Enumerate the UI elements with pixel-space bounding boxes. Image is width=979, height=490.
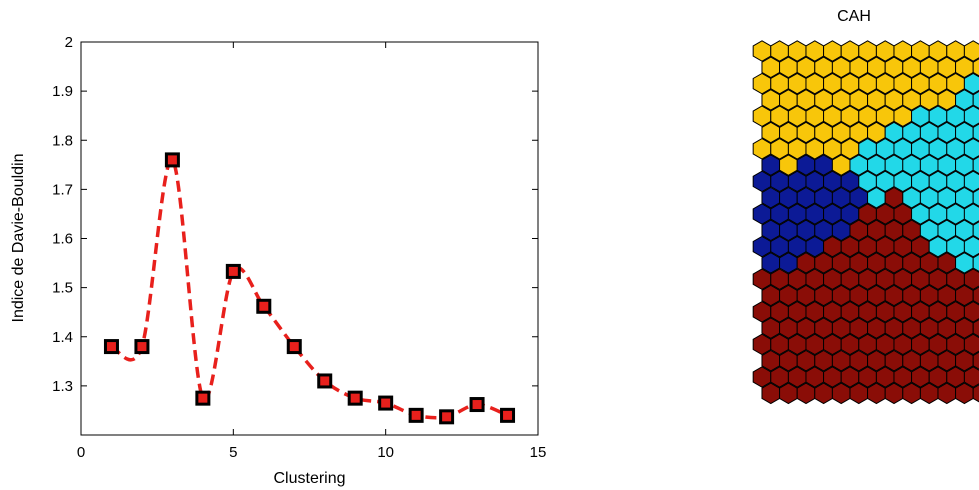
hex-cell-r6-c12 <box>963 138 979 160</box>
data-point-3 <box>164 152 180 168</box>
data-point-1 <box>103 339 119 355</box>
data-point-13 <box>469 397 485 413</box>
hex-cell-r8-c12 <box>963 170 979 193</box>
hex-cell-r18-c12 <box>963 333 979 356</box>
data-point-7 <box>286 339 302 355</box>
y-axis-title: Indice de Davie-Bouldin <box>10 154 27 323</box>
hex-cell-r20-c12 <box>963 366 979 388</box>
hex-cell-r21-c3 <box>814 382 833 405</box>
hex-cell-r14-c12 <box>963 268 979 290</box>
series-group <box>103 152 516 425</box>
data-point-5 <box>225 263 241 279</box>
y-tick-label-2: 1.5 <box>52 280 73 297</box>
hex-cell-r11-c12 <box>972 221 979 240</box>
y-tick-label-0: 1.3 <box>52 378 73 395</box>
x-axis-title: Clustering <box>273 470 345 487</box>
data-point-9 <box>347 390 363 406</box>
hex-cell-r12-c12 <box>963 235 979 258</box>
som-hex-map: CAH <box>752 8 979 405</box>
hex-cell-r21-c7 <box>884 382 904 405</box>
hex-cell-r21-c4 <box>831 382 851 405</box>
data-point-4 <box>195 390 211 406</box>
hex-cell-r21-c12 <box>972 384 979 403</box>
hex-cell-r10-c12 <box>963 203 979 225</box>
y-tick-label-4: 1.7 <box>52 181 73 198</box>
data-point-8 <box>317 373 333 389</box>
x-tick-label-0: 0 <box>77 444 85 461</box>
hex-cell-r19-c12 <box>972 351 979 370</box>
hex-cell-r4-c12 <box>963 105 979 127</box>
data-point-14 <box>500 407 516 423</box>
hex-cell-r0-c12 <box>963 40 979 62</box>
y-tick-label-5: 1.8 <box>52 132 73 149</box>
hex-cell-r3-c12 <box>972 90 979 109</box>
y-tick-label-7: 2 <box>65 34 73 51</box>
hex-cell-r5-c12 <box>972 123 979 142</box>
hex-cells <box>752 40 979 405</box>
hex-cell-r21-c0 <box>761 382 781 405</box>
hex-cell-r7-c12 <box>972 156 979 175</box>
data-point-10 <box>378 395 394 411</box>
hex-cell-r13-c12 <box>972 253 979 272</box>
y-tick-label-6: 1.9 <box>52 83 73 100</box>
y-tick-label-1: 1.4 <box>52 329 73 346</box>
line-chart: 1.3 1.4 1.5 1.6 1.7 1.8 1.9 2 0 5 10 15 Clustering… <box>10 34 546 487</box>
x-tick-label-1: 5 <box>229 444 237 461</box>
map-title: CAH <box>837 8 871 25</box>
hex-cell-r21-c6 <box>867 382 886 405</box>
hex-cell-r21-c11 <box>955 382 974 405</box>
hex-cell-r17-c12 <box>972 319 979 338</box>
hex-cell-r15-c12 <box>972 286 979 305</box>
data-point-12 <box>439 409 455 425</box>
hex-cell-r21-c10 <box>937 382 957 405</box>
data-point-11 <box>408 407 424 423</box>
hex-cell-r21-c9 <box>919 382 939 405</box>
hex-cell-r21-c5 <box>849 382 869 405</box>
y-tick-label-3: 1.6 <box>52 231 73 248</box>
x-axis-ticks: 0 5 10 15 <box>77 42 547 461</box>
hex-cell-r9-c12 <box>972 188 979 207</box>
hex-cell-r21-c8 <box>902 382 921 405</box>
hex-cell-r21-c1 <box>779 382 798 405</box>
x-tick-label-2: 10 <box>377 444 394 461</box>
hex-cell-r16-c12 <box>963 301 979 323</box>
hex-cell-r21-c2 <box>796 382 816 405</box>
hex-cell-r2-c12 <box>963 72 979 95</box>
x-tick-label-3: 15 <box>530 444 547 461</box>
data-point-6 <box>256 298 272 314</box>
y-axis-ticks: 1.3 1.4 1.5 1.6 1.7 1.8 1.9 2 <box>52 34 538 395</box>
data-point-2 <box>134 339 150 355</box>
hex-cell-r1-c12 <box>972 58 979 77</box>
plot-area <box>80 41 539 436</box>
